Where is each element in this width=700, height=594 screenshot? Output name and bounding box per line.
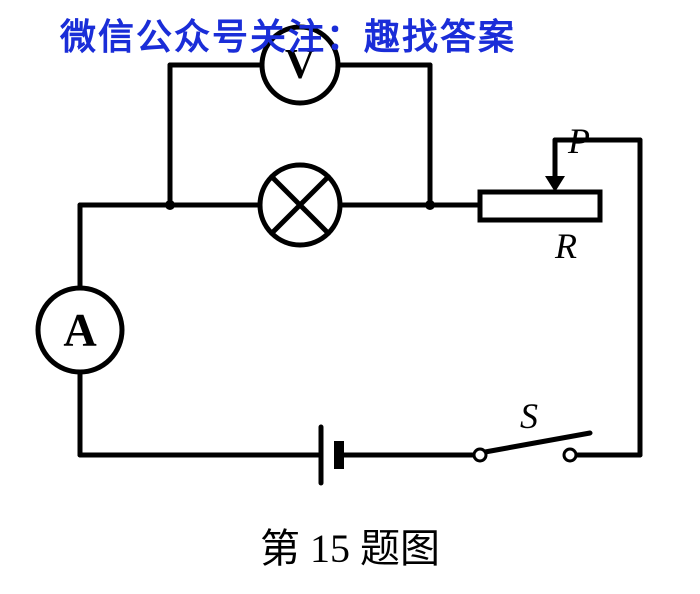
watermark-text: 微信公众号关注：趣找答案 <box>60 8 516 60</box>
circuit-diagram: AV <box>0 0 700 594</box>
svg-text:A: A <box>63 305 97 356</box>
diagram-stage: AV 微信公众号关注：趣找答案 第 15 题图 P R S <box>0 0 700 594</box>
switch-label-s: S <box>520 395 538 437</box>
resistor-label-r: R <box>555 225 577 267</box>
figure-caption: 第 15 题图 <box>0 516 700 574</box>
slider-label-p: P <box>568 120 590 162</box>
